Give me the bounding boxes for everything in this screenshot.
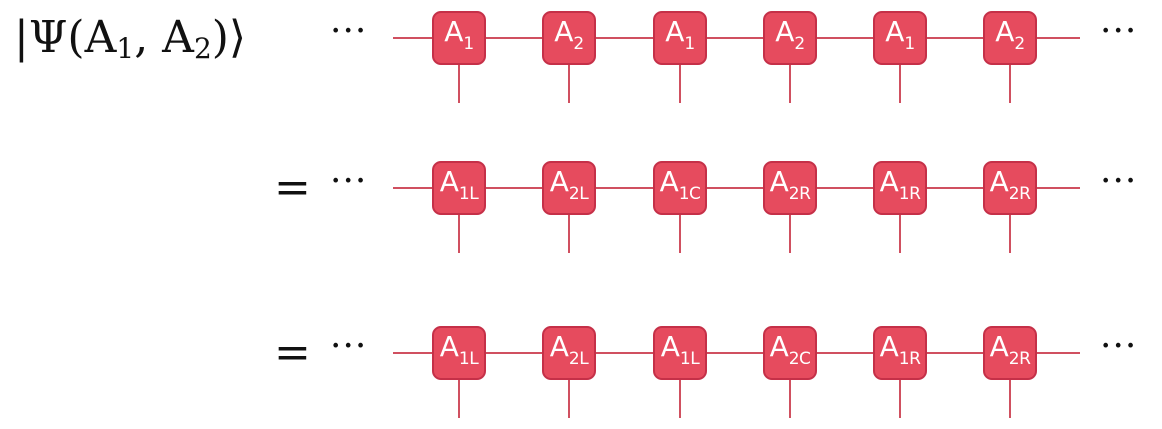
tensor-subscript: 2R bbox=[788, 184, 811, 204]
bond-line bbox=[393, 352, 1080, 354]
physical-leg bbox=[458, 380, 460, 418]
physical-leg bbox=[568, 380, 570, 418]
tensor-label: A1 bbox=[444, 15, 474, 55]
ellipsis-left: ··· bbox=[330, 326, 368, 367]
bond-line bbox=[393, 37, 1080, 39]
tensor-label: A2L bbox=[549, 165, 589, 205]
tensor-label: A2R bbox=[769, 165, 811, 205]
tensor-node: A1 bbox=[432, 11, 486, 65]
tensor-node: A2 bbox=[763, 11, 817, 65]
physical-leg bbox=[899, 215, 901, 253]
tensor-subscript: 2R bbox=[1008, 184, 1031, 204]
tensor-subscript: 2 bbox=[1014, 34, 1025, 54]
physical-leg bbox=[1009, 215, 1011, 253]
tensor-label: A2L bbox=[549, 330, 589, 370]
tensor-node: A1R bbox=[873, 326, 927, 380]
tensor-node: A2R bbox=[983, 326, 1037, 380]
tensor-subscript: 2 bbox=[573, 34, 584, 54]
tensor-subscript: 1L bbox=[458, 349, 479, 369]
tensor-node: A2 bbox=[542, 11, 596, 65]
ellipsis-right: ··· bbox=[1100, 161, 1138, 202]
tensor-subscript: 1 bbox=[904, 34, 915, 54]
tensor-subscript: 1R bbox=[898, 184, 921, 204]
tensor-label: A1R bbox=[879, 330, 921, 370]
tensor-label: A1 bbox=[665, 15, 695, 55]
physical-leg bbox=[568, 215, 570, 253]
tensor-node: A2R bbox=[983, 161, 1037, 215]
psi-sub2: 2 bbox=[193, 32, 212, 65]
ellipsis-right: ··· bbox=[1100, 11, 1138, 52]
tensor-node: A2R bbox=[763, 161, 817, 215]
tensor-label: A1L bbox=[439, 165, 479, 205]
tensor-node: A2 bbox=[983, 11, 1037, 65]
tensor-node: A2L bbox=[542, 326, 596, 380]
physical-leg bbox=[568, 65, 570, 103]
tensor-label: A2 bbox=[554, 15, 584, 55]
physical-leg bbox=[789, 380, 791, 418]
tensor-label: A1L bbox=[660, 330, 700, 370]
tensor-node: A1L bbox=[653, 326, 707, 380]
tensor-subscript: 1L bbox=[458, 184, 479, 204]
tensor-subscript: 1C bbox=[678, 184, 701, 204]
state-label: |Ψ(A1, A2)⟩ bbox=[14, 8, 246, 79]
physical-leg bbox=[789, 215, 791, 253]
psi-sub1: 1 bbox=[116, 32, 135, 65]
ellipsis-left: ··· bbox=[330, 161, 368, 202]
physical-leg bbox=[899, 65, 901, 103]
tensor-subscript: 2L bbox=[568, 349, 589, 369]
tensor-subscript: 2R bbox=[1008, 349, 1031, 369]
tensor-label: A1R bbox=[879, 165, 921, 205]
psi-comma: , A bbox=[134, 12, 194, 63]
tensor-label: A2R bbox=[989, 330, 1031, 370]
physical-leg bbox=[458, 65, 460, 103]
equals-sign: = bbox=[274, 162, 311, 213]
physical-leg bbox=[1009, 380, 1011, 418]
tensor-label: A2C bbox=[769, 330, 811, 370]
physical-leg bbox=[679, 380, 681, 418]
physical-leg bbox=[789, 65, 791, 103]
tensor-node: A1L bbox=[432, 326, 486, 380]
physical-leg bbox=[679, 215, 681, 253]
tensor-label: A2 bbox=[995, 15, 1025, 55]
bond-line bbox=[393, 187, 1080, 189]
tensor-subscript: 1L bbox=[679, 349, 700, 369]
psi-close: )⟩ bbox=[211, 12, 247, 63]
tensor-node: A1 bbox=[653, 11, 707, 65]
tensor-subscript: 1 bbox=[684, 34, 695, 54]
ellipsis-left: ··· bbox=[330, 11, 368, 52]
tensor-subscript: 2 bbox=[794, 34, 805, 54]
tensor-subscript: 1 bbox=[463, 34, 474, 54]
tensor-label: A1 bbox=[885, 15, 915, 55]
tensor-node: A1 bbox=[873, 11, 927, 65]
tensor-label: A2R bbox=[989, 165, 1031, 205]
tensor-subscript: 2C bbox=[788, 349, 811, 369]
physical-leg bbox=[1009, 65, 1011, 103]
physical-leg bbox=[679, 65, 681, 103]
physical-leg bbox=[899, 380, 901, 418]
tensor-label: A2 bbox=[775, 15, 805, 55]
tensor-node: A2C bbox=[763, 326, 817, 380]
tensor-node: A1C bbox=[653, 161, 707, 215]
tensor-node: A1R bbox=[873, 161, 927, 215]
ellipsis-right: ··· bbox=[1100, 326, 1138, 367]
tensor-subscript: 1R bbox=[898, 349, 921, 369]
psi-open: |Ψ(A bbox=[14, 12, 117, 63]
tensor-label: A1C bbox=[659, 165, 701, 205]
physical-leg bbox=[458, 215, 460, 253]
tensor-subscript: 2L bbox=[568, 184, 589, 204]
tensor-label: A1L bbox=[439, 330, 479, 370]
equals-sign: = bbox=[274, 327, 311, 378]
tensor-node: A2L bbox=[542, 161, 596, 215]
tensor-node: A1L bbox=[432, 161, 486, 215]
